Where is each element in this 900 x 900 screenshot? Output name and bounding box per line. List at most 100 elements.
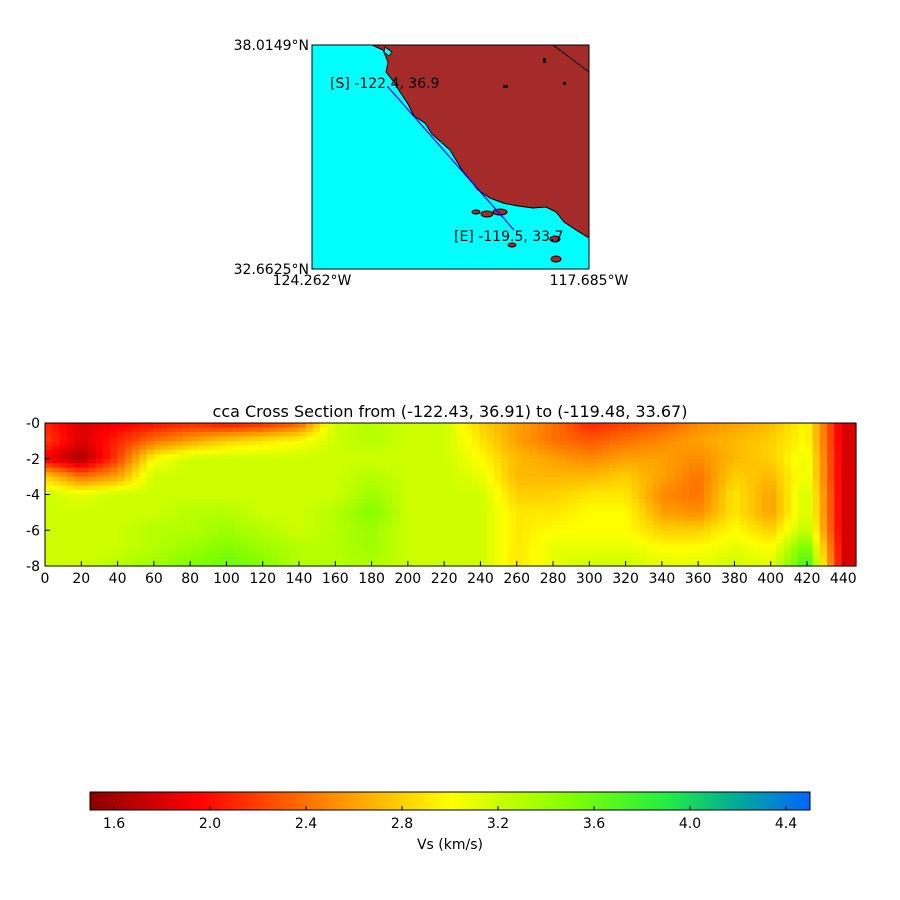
heatmap-cell xyxy=(363,548,372,554)
heatmap-cell xyxy=(378,516,386,522)
heatmap-cell xyxy=(783,472,792,478)
heatmap-cell xyxy=(320,507,328,513)
heatmap-cell xyxy=(276,498,285,505)
heatmap-cell xyxy=(45,507,53,513)
heatmap-cell xyxy=(407,561,415,567)
heatmap-cell xyxy=(117,507,126,513)
heatmap-cell xyxy=(559,454,567,460)
heatmap-cell xyxy=(653,534,662,540)
heatmap-cell xyxy=(595,557,604,563)
heatmap-cell xyxy=(732,431,741,438)
heatmap-cell xyxy=(305,503,314,509)
heatmap-cell xyxy=(262,481,271,487)
heatmap-cell xyxy=(45,498,53,505)
heatmap-cell xyxy=(522,534,531,540)
heatmap-cell xyxy=(602,463,611,469)
heatmap-cell xyxy=(638,445,647,451)
heatmap-cell xyxy=(276,445,285,451)
heatmap-cell xyxy=(732,472,741,478)
heatmap-cell xyxy=(262,454,271,460)
heatmap-cell xyxy=(283,530,292,536)
heatmap-cell xyxy=(218,467,227,473)
heatmap-cell xyxy=(276,490,285,496)
heatmap-cell xyxy=(399,557,408,563)
heatmap-cell xyxy=(740,543,748,549)
heatmap-cell xyxy=(95,485,104,491)
heatmap-cell xyxy=(117,485,126,491)
heatmap-cell xyxy=(262,445,271,451)
heatmap-cell xyxy=(218,436,227,442)
heatmap-cell xyxy=(711,539,720,545)
heatmap-cell xyxy=(595,512,604,518)
heatmap-cell xyxy=(812,481,821,487)
heatmap-cell xyxy=(175,512,184,518)
heatmap-cell xyxy=(131,454,140,460)
heatmap-cell xyxy=(436,557,444,563)
heatmap-cell xyxy=(703,552,712,558)
heatmap-cell xyxy=(312,436,321,442)
heatmap-cell xyxy=(479,530,488,536)
heatmap-cell xyxy=(638,472,647,478)
heatmap-cell xyxy=(493,512,502,518)
heatmap-cell xyxy=(508,440,517,446)
heatmap-cell xyxy=(117,431,126,438)
heatmap-cell xyxy=(703,481,712,487)
heatmap-cell xyxy=(595,449,604,455)
heatmap-cell xyxy=(515,436,524,442)
heatmap-cell xyxy=(638,516,647,522)
heatmap-cell xyxy=(841,445,850,451)
heatmap-cell xyxy=(783,525,792,531)
heatmap-cell xyxy=(168,445,176,451)
heatmap-cell xyxy=(414,490,423,496)
heatmap-cell xyxy=(834,423,843,429)
heatmap-cell xyxy=(414,436,423,442)
heatmap-cell xyxy=(428,458,437,464)
heatmap-cell xyxy=(472,548,481,554)
heatmap-cell xyxy=(421,525,430,531)
heatmap-cell xyxy=(182,440,191,446)
heatmap-cell xyxy=(298,467,307,473)
heatmap-cell xyxy=(102,498,111,505)
heatmap-cell xyxy=(732,507,741,513)
heatmap-cell xyxy=(269,440,278,446)
heatmap-cell xyxy=(841,552,850,558)
heatmap-cell xyxy=(566,458,575,464)
heatmap-cell xyxy=(81,548,90,554)
heatmap-cell xyxy=(834,449,843,455)
heatmap-cell xyxy=(493,507,502,513)
heatmap-cell xyxy=(703,445,712,451)
heatmap-cell xyxy=(349,543,357,549)
heatmap-cell xyxy=(515,476,524,482)
heatmap-cell xyxy=(464,516,473,522)
heatmap-cell xyxy=(414,516,423,522)
heatmap-cell xyxy=(414,454,423,460)
heatmap-cell xyxy=(298,423,307,429)
heatmap-cell xyxy=(218,498,227,505)
heatmap-cell xyxy=(711,423,720,429)
heatmap-cell xyxy=(233,436,242,442)
heatmap-cell xyxy=(624,449,633,455)
heatmap-cell xyxy=(805,507,814,513)
heatmap-cell xyxy=(124,530,133,536)
heatmap-cell xyxy=(747,454,756,460)
heatmap-cell xyxy=(783,512,792,518)
heatmap-cell xyxy=(436,530,444,536)
heatmap-cell xyxy=(725,521,734,527)
heatmap-cell xyxy=(522,458,531,464)
heatmap-cell xyxy=(276,494,285,500)
heatmap-cell xyxy=(52,503,61,509)
heatmap-cell xyxy=(66,449,75,455)
heatmap-cell xyxy=(312,557,321,563)
heatmap-cell xyxy=(189,440,198,446)
heatmap-cell xyxy=(45,530,53,536)
heatmap-cell xyxy=(682,440,691,446)
heatmap-cell xyxy=(52,548,61,554)
heatmap-cell xyxy=(732,521,741,527)
heatmap-cell xyxy=(110,512,119,518)
heatmap-cell xyxy=(52,449,61,455)
heatmap-cell xyxy=(747,472,756,478)
heatmap-cell xyxy=(240,463,249,469)
heatmap-cell xyxy=(450,485,459,491)
heatmap-cell xyxy=(52,481,61,487)
heatmap-cell xyxy=(761,494,770,500)
